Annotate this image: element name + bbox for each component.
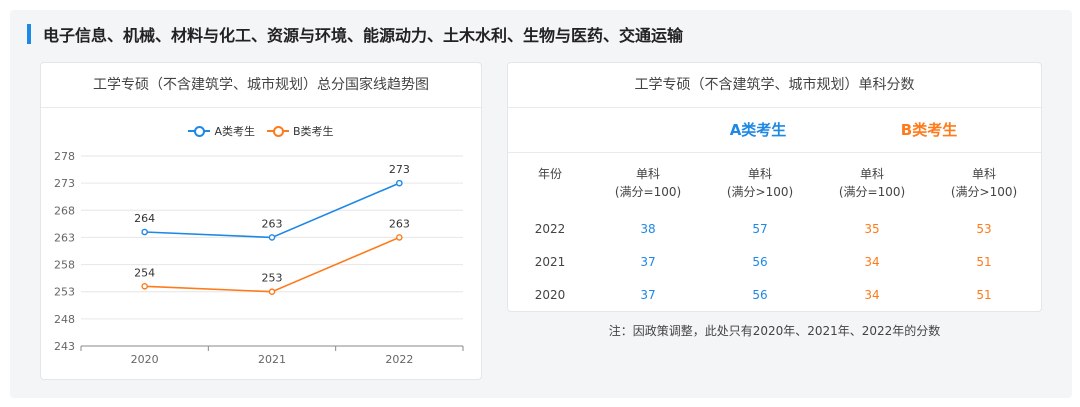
header-year: 年份 — [537, 167, 562, 181]
cell-year: 2022 — [534, 222, 566, 236]
header-a-gt100: 单科 (满分>100) — [726, 167, 794, 199]
cell-b-gt100: 51 — [976, 255, 992, 269]
footnote: 注：因政策调整，此处只有2020年、2021年、2022年的分数 — [608, 324, 941, 338]
legend-label-b: B类考生 — [292, 125, 334, 138]
cell-b-eq100: 35 — [864, 222, 880, 236]
y-tick-label: 248 — [54, 313, 75, 326]
data-label: 254 — [134, 266, 155, 279]
x-tick-label: 2020 — [131, 353, 159, 366]
group-header-row: A类考生 B类考生 — [508, 119, 1041, 151]
data-label: 273 — [389, 163, 410, 176]
table-title: 工学专硕（不含建筑学、城市规划）单科分数 — [508, 63, 1041, 108]
table-row: 2022 38 57 35 53 — [508, 213, 1041, 246]
data-point — [396, 234, 403, 241]
data-label: 263 — [262, 217, 283, 230]
cell-year: 2021 — [534, 255, 566, 269]
y-tick-label: 268 — [54, 204, 75, 217]
header-a-eq100: 单科 (满分=100) — [614, 167, 682, 199]
y-tick-label: 273 — [54, 177, 75, 190]
legend-item-b[interactable]: B类考生 — [266, 123, 334, 139]
score-table: 年份 单科 (满分=100) 单科 (满分>100) 单科 (满分=100) 单… — [508, 163, 1041, 312]
cell-a-gt100: 56 — [752, 288, 768, 302]
table-divider — [508, 152, 1041, 153]
cell-a-gt100: 57 — [752, 222, 768, 236]
header-b-gt100: 单科 (满分>100) — [950, 167, 1018, 199]
cell-a-eq100: 38 — [640, 222, 656, 236]
table-row: 2021 37 56 34 51 — [508, 246, 1041, 279]
y-tick-label: 278 — [54, 150, 75, 163]
section-header: 电子信息、机械、材料与化工、资源与环境、能源动力、土木水利、生物与医药、交通运输 — [27, 22, 683, 46]
x-tick-label: 2021 — [258, 353, 286, 366]
data-label: 253 — [262, 272, 283, 285]
legend-label-a: A类考生 — [214, 125, 255, 138]
table-row: 2020 37 56 34 51 — [508, 279, 1041, 312]
data-label: 264 — [134, 212, 155, 225]
trend-chart-card: 工学专硕（不含建筑学、城市规划）总分国家线趋势图 A类考生 B类考生 243 24… — [40, 62, 482, 380]
group-b-label: B类考生 — [900, 121, 958, 139]
section-title: 电子信息、机械、材料与化工、资源与环境、能源动力、土木水利、生物与医药、交通运输 — [43, 26, 684, 45]
y-tick-label: 258 — [54, 259, 75, 272]
cell-year: 2020 — [534, 288, 566, 302]
group-a-label: A类考生 — [729, 121, 787, 139]
score-table-card: 工学专硕（不含建筑学、城市规划）单科分数 A类考生 B类考生 年份 单科 (满分… — [507, 62, 1042, 312]
data-label: 263 — [389, 217, 410, 230]
section-accent-bar — [27, 24, 31, 44]
data-point — [268, 288, 276, 296]
y-tick-label: 263 — [54, 231, 75, 244]
table-header-row: 年份 单科 (满分=100) 单科 (满分>100) 单科 (满分=100) 单… — [508, 163, 1041, 213]
cell-b-eq100: 34 — [864, 288, 880, 302]
data-point — [396, 179, 403, 187]
cell-b-gt100: 53 — [976, 222, 992, 236]
x-tick-label: 2022 — [385, 353, 413, 366]
cell-b-eq100: 34 — [864, 255, 880, 269]
cell-a-eq100: 37 — [640, 255, 656, 269]
legend-item-a[interactable]: A类考生 — [188, 123, 255, 139]
cell-b-gt100: 51 — [976, 288, 992, 302]
header-b-eq100: 单科 (满分=100) — [838, 167, 906, 199]
legend-marker-a — [188, 126, 211, 137]
chart-title: 工学专硕（不含建筑学、城市规划）总分国家线趋势图 — [41, 63, 481, 108]
legend-marker-b — [266, 126, 289, 137]
data-point — [141, 228, 148, 236]
y-tick-label: 243 — [54, 340, 75, 353]
cell-a-gt100: 56 — [752, 255, 768, 269]
data-point — [268, 234, 276, 241]
chart-legend: A类考生 B类考生 — [41, 123, 481, 139]
data-point — [141, 282, 148, 290]
y-tick-label: 253 — [54, 286, 75, 299]
line-chart: 243 248 253 258 263 268 273 278 2020 2021 2022 264 2… — [54, 150, 464, 366]
cell-a-eq100: 37 — [640, 288, 656, 302]
